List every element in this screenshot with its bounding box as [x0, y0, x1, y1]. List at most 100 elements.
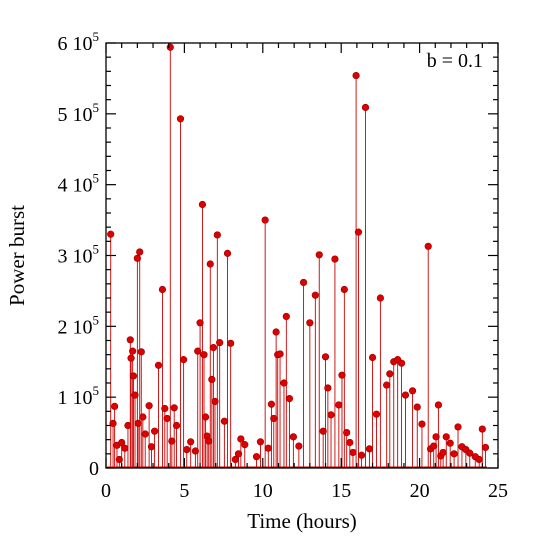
- burst-point: [466, 449, 474, 457]
- x-tick-label: 10: [253, 480, 273, 502]
- burst-point: [357, 451, 366, 459]
- burst-point: [299, 278, 308, 287]
- burst-point: [136, 248, 144, 256]
- burst-point: [306, 319, 314, 327]
- y-tick-label: 5 105: [58, 100, 100, 126]
- burst-point: [372, 410, 381, 418]
- burst-point: [432, 433, 440, 441]
- burst-point: [161, 404, 169, 413]
- burst-point: [176, 115, 185, 123]
- burst-point: [424, 242, 432, 250]
- burst-point: [201, 413, 210, 421]
- y-tick-mantissa: 5 10: [58, 104, 93, 126]
- x-tick-label: 20: [410, 480, 430, 502]
- y-tick-label: 0: [89, 458, 99, 480]
- burst-point: [267, 400, 276, 408]
- burst-point: [147, 443, 156, 451]
- x-axis-ticks: 0 5 10 15 20 25: [101, 43, 508, 502]
- y-tick-exponent: 5: [93, 100, 100, 115]
- x-tick-label: 5: [179, 480, 189, 502]
- burst-point: [352, 71, 360, 80]
- x-tick-label: 0: [101, 480, 111, 502]
- burst-point: [234, 450, 243, 458]
- burst-point: [439, 448, 447, 457]
- burst-point: [206, 260, 214, 268]
- burst-point: [134, 419, 142, 427]
- burst-point: [141, 430, 149, 438]
- burst-point: [361, 103, 370, 112]
- y-tick-label: 4 105: [58, 171, 100, 197]
- burst-point: [168, 437, 176, 445]
- burst-point: [220, 417, 228, 425]
- burst-point: [172, 421, 181, 430]
- y-tick-label: 2 105: [58, 312, 100, 338]
- burst-point: [282, 312, 290, 321]
- burst-point: [131, 391, 139, 399]
- burst-point: [196, 319, 204, 327]
- burst-point: [133, 254, 141, 262]
- burst-stems: [110, 47, 486, 467]
- burst-point: [481, 443, 490, 452]
- burst-point: [109, 419, 117, 427]
- burst-point: [256, 438, 265, 446]
- burst-point: [187, 438, 195, 446]
- burst-point: [454, 423, 462, 431]
- burst-point: [211, 397, 219, 406]
- burst-point: [198, 200, 207, 209]
- burst-point: [349, 448, 357, 457]
- burst-point: [413, 403, 421, 411]
- burst-point: [276, 350, 284, 358]
- burst-point: [338, 371, 346, 379]
- burst-point: [124, 421, 132, 430]
- burst-point: [126, 336, 134, 344]
- burst-point: [331, 255, 339, 263]
- burst-point: [107, 230, 115, 238]
- burst-point: [327, 411, 335, 419]
- burst-point: [170, 404, 178, 412]
- burst-point: [180, 356, 188, 364]
- x-tick-label: 25: [488, 480, 508, 502]
- burst-point: [365, 445, 374, 453]
- burst-point: [319, 427, 327, 435]
- burst-point: [340, 285, 348, 294]
- burst-point: [158, 285, 167, 294]
- burst-point: [346, 438, 354, 447]
- burst-point: [446, 439, 454, 447]
- burst-point: [264, 444, 272, 452]
- y-tick-mantissa: 3 10: [58, 246, 93, 268]
- burst-point: [145, 402, 153, 410]
- y-tick-mantissa: 0: [89, 458, 99, 480]
- burst-point: [383, 381, 391, 389]
- burst-point: [343, 428, 351, 437]
- y-tick-label: 3 105: [58, 242, 100, 268]
- burst-point: [223, 249, 232, 257]
- burst-point: [205, 437, 213, 445]
- x-tick-label: 15: [331, 480, 351, 502]
- burst-point: [386, 370, 394, 378]
- burst-point: [118, 438, 126, 447]
- y-tick-label: 1 105: [58, 383, 100, 409]
- burst-point: [231, 455, 239, 464]
- burst-point: [295, 442, 303, 450]
- burst-point: [368, 353, 377, 362]
- burst-point: [137, 348, 145, 356]
- burst-point: [183, 445, 191, 454]
- burst-point: [115, 455, 123, 464]
- burst-markers: [107, 43, 490, 464]
- y-tick-exponent: 5: [93, 242, 100, 257]
- burst-point: [261, 216, 269, 224]
- burst-point: [163, 414, 171, 423]
- y-tick-mantissa: 4 10: [58, 175, 93, 197]
- b-parameter-annotation: b = 0.1: [427, 50, 483, 72]
- burst-point: [151, 427, 159, 435]
- burst-point: [139, 413, 147, 421]
- burst-point: [252, 453, 261, 461]
- x-axis-title: Time (hours): [247, 509, 356, 533]
- burst-point: [237, 435, 245, 443]
- burst-point: [478, 425, 486, 433]
- burst-point: [430, 442, 438, 450]
- burst-point: [191, 447, 199, 455]
- y-tick-exponent: 5: [93, 29, 100, 44]
